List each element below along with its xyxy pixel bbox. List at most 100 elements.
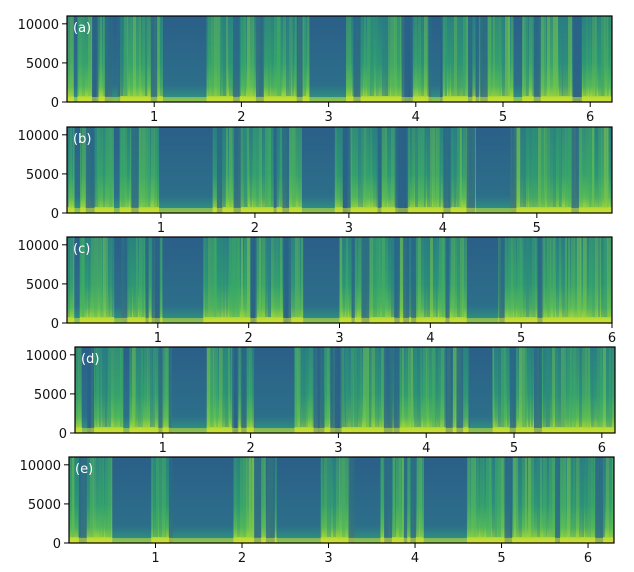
spectral-band <box>73 237 75 317</box>
spectral-band <box>244 127 248 207</box>
pause-gap <box>509 347 516 433</box>
spectral-band <box>376 237 380 317</box>
spectral-band <box>589 237 595 317</box>
spectral-band <box>525 457 527 537</box>
spectral-band <box>265 127 271 207</box>
spectral-band <box>232 127 235 207</box>
spectral-band <box>532 237 536 317</box>
axes-frame <box>74 346 616 434</box>
spectral-band <box>597 347 603 427</box>
pause-gap <box>466 127 475 213</box>
spectral-band <box>414 347 417 427</box>
spectral-band <box>546 347 550 427</box>
spectral-band <box>144 347 148 427</box>
spectral-band <box>220 237 223 317</box>
spectral-band <box>222 347 228 427</box>
spectral-band <box>585 347 587 427</box>
spectral-band <box>606 347 612 427</box>
spectral-band <box>133 237 138 317</box>
spectral-band <box>351 347 357 427</box>
spectral-band <box>156 347 160 427</box>
pause-gap <box>353 16 361 102</box>
spectral-band <box>130 237 132 317</box>
spectral-band <box>577 237 581 317</box>
spectral-band <box>211 237 217 317</box>
spectral-band <box>280 127 282 207</box>
spectral-band <box>474 457 479 537</box>
spectral-band <box>582 457 584 537</box>
spectral-band <box>298 127 301 207</box>
spectral-band <box>229 127 232 207</box>
spectral-band <box>573 347 576 427</box>
spectral-band <box>568 237 570 317</box>
spectrogram-panel: (e) 0 5000 10000 1 2 3 4 5 6 <box>20 456 615 566</box>
spectral-band <box>439 237 444 317</box>
silence-segment <box>475 127 511 213</box>
spectral-band <box>535 237 539 317</box>
spectral-band <box>103 127 105 207</box>
spectral-band <box>427 127 432 207</box>
spectral-band <box>250 16 254 96</box>
spectral-band <box>277 237 283 317</box>
spectral-band <box>552 347 555 427</box>
spectral-band <box>603 347 606 427</box>
spectral-band <box>492 347 494 427</box>
spectral-band <box>142 127 146 207</box>
silence-segment <box>470 347 493 433</box>
pause-gap <box>348 457 356 543</box>
spectral-band <box>357 347 362 427</box>
spectral-band <box>571 237 575 317</box>
spectral-band <box>79 237 85 317</box>
pause-gap <box>403 237 410 323</box>
spectral-band <box>598 16 604 96</box>
spectral-band <box>145 16 147 96</box>
spectral-band <box>420 457 423 537</box>
spectral-band <box>559 127 562 207</box>
y-tick-label: 5000 <box>26 57 59 72</box>
spectral-band <box>93 347 97 427</box>
spectral-band <box>526 127 529 207</box>
spectral-band <box>495 457 501 537</box>
spectral-band <box>550 16 556 96</box>
spectral-band <box>586 237 589 317</box>
spectral-band <box>336 457 340 537</box>
spectral-band <box>298 237 303 317</box>
spectral-band <box>559 237 561 317</box>
pause-gap <box>595 457 604 543</box>
spectrogram-panel: (b) 0 5000 10000 1 2 3 4 5 <box>18 126 613 236</box>
spectral-band <box>534 457 540 537</box>
spectral-band <box>249 347 252 427</box>
spectral-band <box>244 16 246 96</box>
spectral-band <box>405 347 409 427</box>
x-tick-label: 2 <box>246 441 254 456</box>
axes-frame <box>66 126 613 214</box>
spectral-band <box>240 457 246 537</box>
pause-gap <box>233 127 241 213</box>
spectral-band <box>490 16 496 96</box>
pause-gap <box>384 457 392 543</box>
spectral-band <box>99 347 101 427</box>
spectral-band <box>300 347 303 427</box>
spectral-band <box>375 347 379 427</box>
spectral-band <box>529 237 535 317</box>
spectral-band <box>396 457 401 537</box>
low-frequency-band <box>67 208 612 213</box>
spectral-band <box>604 16 608 96</box>
spectral-band <box>423 347 427 427</box>
silence-segment <box>159 127 213 213</box>
spectrogram-image <box>75 347 615 433</box>
spectral-band <box>82 237 84 317</box>
spectral-band <box>409 127 414 207</box>
spectral-band <box>579 457 584 537</box>
spectral-band <box>262 127 268 207</box>
spectral-band <box>385 237 388 317</box>
spectral-band <box>70 237 75 317</box>
spectral-band <box>417 347 421 427</box>
spectral-band <box>127 16 130 96</box>
spectral-band <box>519 457 522 537</box>
spectral-band <box>106 237 110 317</box>
spectral-band <box>156 457 162 537</box>
spectral-band <box>513 457 518 537</box>
spectral-band <box>228 347 230 427</box>
spectral-band <box>531 347 533 427</box>
